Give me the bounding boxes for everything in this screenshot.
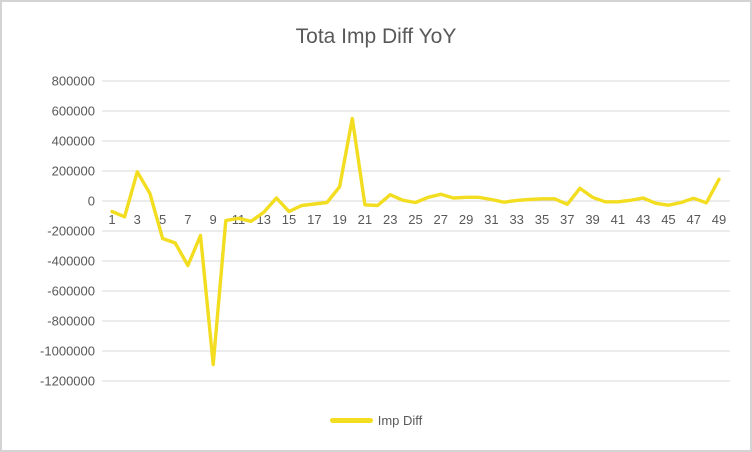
y-axis-tick-label: -1200000: [40, 374, 95, 389]
x-axis-tick-label: 39: [585, 212, 599, 227]
legend[interactable]: Imp Diff: [2, 413, 750, 428]
y-axis-tick-label: 800000: [52, 74, 95, 89]
chart-title: Tota Imp Diff YoY: [295, 25, 457, 48]
x-axis-tick-label: 29: [459, 212, 473, 227]
x-axis-tick-label: 35: [535, 212, 549, 227]
x-axis-tick-label: 47: [686, 212, 700, 227]
x-axis-tick-label: 31: [484, 212, 498, 227]
x-axis-tick-label: 1: [108, 212, 115, 227]
y-axis-tick-label: 400000: [52, 134, 95, 149]
x-axis-tick-label: 19: [332, 212, 346, 227]
x-axis-tick-label: 15: [282, 212, 296, 227]
x-axis-tick-label: 9: [210, 212, 217, 227]
x-axis-tick-label: 17: [307, 212, 321, 227]
x-axis-tick-label: 7: [184, 212, 191, 227]
x-axis-tick-label: 43: [636, 212, 650, 227]
series-line-imp-diff[interactable]: [110, 116, 721, 367]
x-axis-tick-label: 3: [134, 212, 141, 227]
x-axis-tick-label: 45: [661, 212, 675, 227]
y-axis-tick-label: 200000: [52, 164, 95, 179]
x-axis-tick-label: 27: [434, 212, 448, 227]
x-axis-tick-label: 33: [509, 212, 523, 227]
x-axis-tick-label: 23: [383, 212, 397, 227]
x-axis-tick-label: 49: [712, 212, 726, 227]
x-axis-tick-label: 41: [611, 212, 625, 227]
x-axis-tick-label: 25: [408, 212, 422, 227]
y-axis-tick-label: -600000: [47, 284, 95, 299]
x-axis-tick-label: 21: [358, 212, 372, 227]
legend-line-swatch: [329, 418, 373, 423]
x-axis-tick-label: 5: [159, 212, 166, 227]
legend-label: Imp Diff: [377, 413, 423, 428]
y-axis-tick-label: -200000: [47, 224, 95, 239]
y-axis-tick-label: -400000: [47, 254, 95, 269]
y-axis-tick-label: -800000: [47, 314, 95, 329]
x-axis-tick-label: 37: [560, 212, 574, 227]
y-axis-tick-label: 0: [88, 194, 95, 209]
y-axis-tick-label: 600000: [52, 104, 95, 119]
y-axis-tick-label: -1000000: [40, 344, 95, 359]
